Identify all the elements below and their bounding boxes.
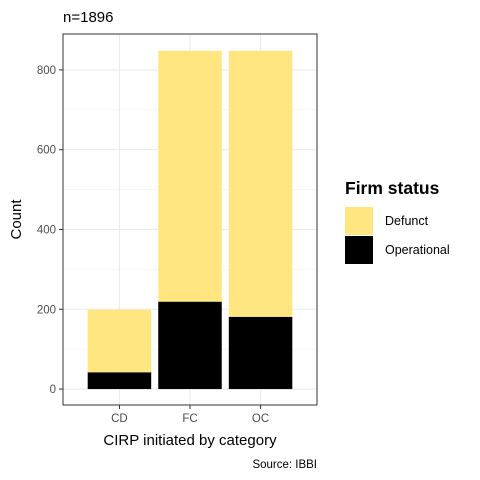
y-tick-label: 200 <box>37 304 56 316</box>
bar-operational-oc <box>228 316 293 390</box>
bar-defunct-oc <box>228 50 293 317</box>
legend-title: Firm status <box>345 178 440 198</box>
chart-caption: Source: IBBI <box>252 459 317 471</box>
bar-operational-fc <box>158 301 222 390</box>
bar-defunct-fc <box>158 50 222 302</box>
bar-defunct-cd <box>87 309 152 373</box>
x-tick-label: CD <box>111 413 128 425</box>
x-axis: CD FC OC <box>111 405 269 425</box>
legend: Defunct Operational <box>345 207 450 264</box>
y-tick-label: 600 <box>37 145 56 157</box>
x-axis-title: CIRP initiated by category <box>103 432 277 449</box>
legend-label-operational: Operational <box>385 243 450 257</box>
y-tick-label: 400 <box>37 224 56 236</box>
y-tick-label: 800 <box>37 65 56 77</box>
chart-title: n=1896 <box>63 9 113 26</box>
y-axis: 0 200 400 600 800 <box>37 65 63 396</box>
y-tick-label: 0 <box>50 384 56 396</box>
legend-label-defunct: Defunct <box>385 214 429 228</box>
y-axis-title: Count <box>8 199 25 240</box>
legend-key-operational <box>345 236 373 264</box>
x-tick-label: OC <box>252 413 269 425</box>
x-tick-label: FC <box>182 413 197 425</box>
bars <box>87 50 293 390</box>
bar-operational-cd <box>87 372 152 390</box>
legend-key-defunct <box>345 207 373 235</box>
